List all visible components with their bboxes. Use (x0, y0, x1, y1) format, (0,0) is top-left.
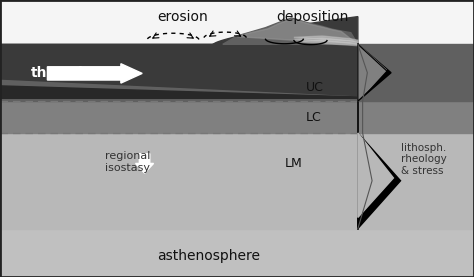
Polygon shape (358, 44, 391, 101)
Bar (358, 133, 474, 229)
Bar (358, 101, 474, 133)
FancyArrow shape (136, 154, 154, 173)
Text: UC: UC (306, 81, 324, 94)
Text: LM: LM (284, 157, 302, 170)
Polygon shape (294, 38, 358, 43)
Polygon shape (0, 17, 358, 96)
Text: thrusting: thrusting (31, 66, 103, 80)
Bar (0, 44, 474, 101)
FancyArrow shape (47, 64, 142, 83)
Text: LC: LC (306, 111, 321, 124)
Text: lithosph.
rheology
& stress: lithosph. rheology & stress (401, 143, 447, 176)
Text: deposition: deposition (277, 9, 349, 24)
Text: regional
isostasy: regional isostasy (105, 151, 151, 173)
Bar (0, 101, 358, 133)
Text: erosion: erosion (157, 9, 208, 24)
Polygon shape (294, 40, 358, 46)
Bar (0, 229, 474, 277)
Bar (0, 0, 474, 44)
Polygon shape (358, 133, 401, 229)
Polygon shape (358, 133, 393, 217)
Bar (0, 133, 358, 229)
Polygon shape (358, 44, 386, 101)
Text: asthenosphere: asthenosphere (157, 249, 260, 263)
Polygon shape (0, 86, 358, 98)
Polygon shape (294, 36, 358, 42)
Polygon shape (223, 18, 358, 44)
Polygon shape (237, 19, 358, 44)
